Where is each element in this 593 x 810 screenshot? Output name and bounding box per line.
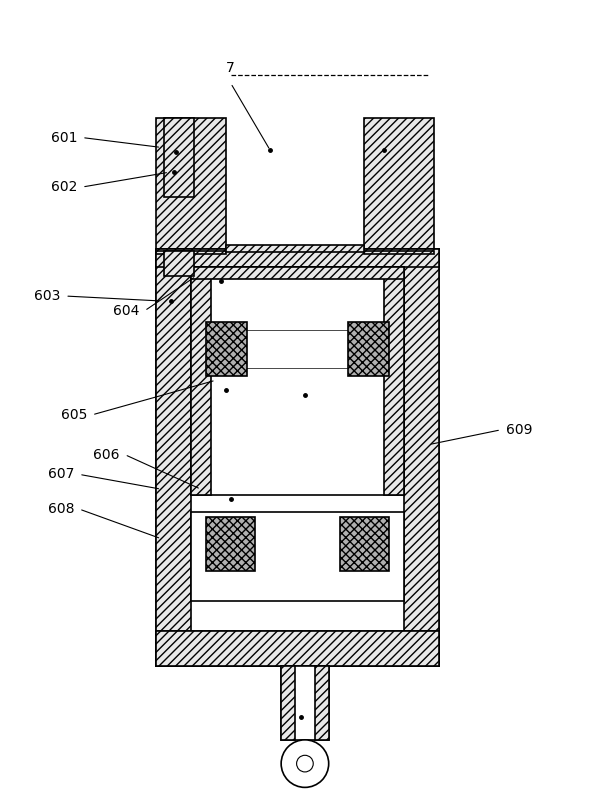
Bar (281, 666, 329, 740)
Bar (191, 267, 404, 279)
Bar (384, 267, 404, 495)
Bar (157, 249, 191, 666)
Text: 609: 609 (506, 423, 533, 437)
Text: 602: 602 (50, 180, 77, 194)
Bar (164, 251, 194, 276)
Bar (191, 267, 211, 495)
Bar (404, 249, 439, 666)
Text: 605: 605 (60, 408, 87, 422)
Text: 603: 603 (34, 289, 60, 303)
Bar (364, 117, 433, 251)
Bar (206, 517, 256, 571)
Bar (246, 330, 359, 369)
Text: 601: 601 (50, 130, 77, 144)
Circle shape (281, 740, 329, 787)
Bar (157, 117, 226, 251)
Text: 606: 606 (93, 448, 120, 462)
Bar (157, 249, 439, 666)
Bar (226, 245, 364, 253)
Text: 7: 7 (227, 62, 235, 75)
Bar (164, 117, 194, 197)
Bar (157, 631, 439, 666)
Bar (191, 512, 404, 601)
Bar (157, 631, 439, 666)
Bar (157, 249, 439, 267)
Bar (315, 666, 329, 740)
Bar (364, 251, 433, 254)
Circle shape (296, 755, 313, 772)
Bar (157, 251, 226, 254)
Bar (206, 322, 247, 377)
Bar (340, 517, 389, 571)
Text: 604: 604 (113, 304, 139, 318)
Bar (347, 322, 389, 377)
Bar (281, 666, 295, 740)
Bar (191, 267, 404, 495)
Text: 608: 608 (47, 502, 74, 516)
Text: 607: 607 (47, 467, 74, 481)
